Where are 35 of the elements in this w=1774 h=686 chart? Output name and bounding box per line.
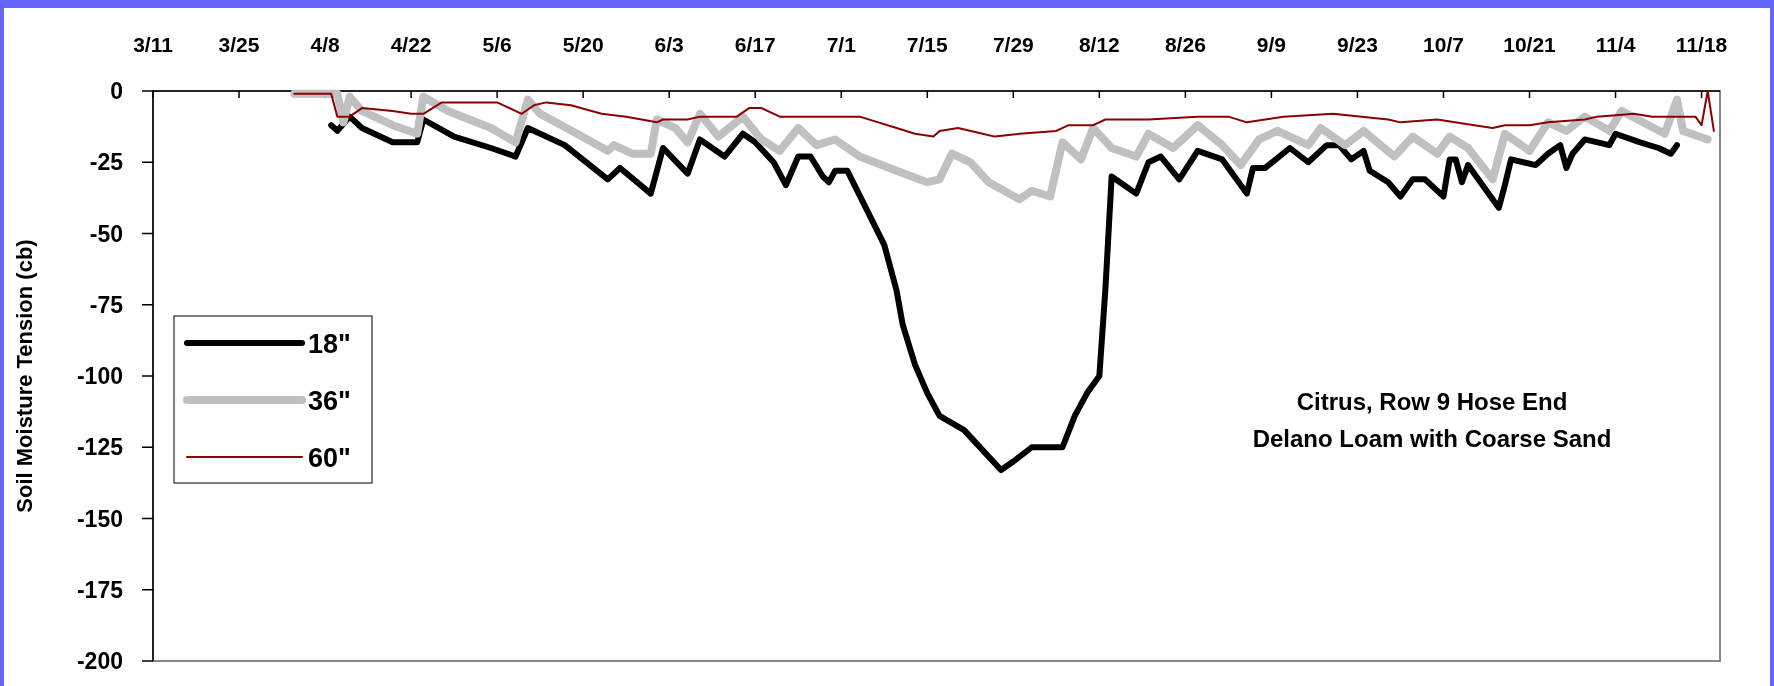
x-tick-label: 9/9 (1256, 33, 1287, 56)
x-tick-label: 4/22 (390, 33, 432, 56)
x-tick-label: 10/7 (1423, 33, 1464, 56)
x-tick-label: 11/4 (1595, 33, 1636, 56)
y-tick-label: -25 (89, 149, 124, 176)
x-tick-label: 8/26 (1164, 33, 1206, 56)
y-axis-title: Soil Moisture Tension (cb) (12, 239, 37, 513)
y-tick-label: -100 (76, 363, 123, 389)
x-tick-label: 7/1 (826, 33, 857, 56)
x-tick-label: 10/21 (1503, 33, 1557, 56)
x-tick-label: 3/11 (133, 33, 174, 56)
y-tick-label: -175 (76, 576, 124, 603)
legend-label: 36" (308, 386, 351, 416)
x-tick-label: 7/15 (906, 33, 949, 56)
x-tick-label: 6/3 (654, 33, 684, 56)
annotation: Delano Loam with Coarse Sand (1252, 425, 1612, 452)
x-tick-label: 5/20 (562, 33, 604, 56)
y-tick-label: -75 (89, 291, 124, 318)
x-tick-label: 4/8 (310, 33, 340, 56)
line-series (293, 90, 1715, 138)
legend-label: 60" (308, 443, 351, 473)
x-tick-label: 9/23 (1337, 33, 1378, 56)
x-tick-label: 11/18 (1675, 33, 1728, 56)
x-tick-label: 3/25 (218, 33, 260, 56)
y-tick-label: -150 (76, 505, 123, 532)
x-tick-label: 7/29 (992, 33, 1034, 56)
x-tick-label: 6/17 (734, 33, 776, 56)
legend-label: 18" (308, 329, 351, 359)
x-tick-label: 5/6 (482, 33, 512, 56)
x-tick-label: 8/12 (1078, 33, 1120, 56)
annotation: Citrus, Row 9 Hose End (1296, 388, 1568, 415)
y-tick-label: -50 (89, 220, 123, 247)
y-tick-label: 0 (110, 78, 123, 104)
y-tick-label: -200 (76, 648, 123, 674)
y-tick-label: -125 (76, 434, 124, 461)
